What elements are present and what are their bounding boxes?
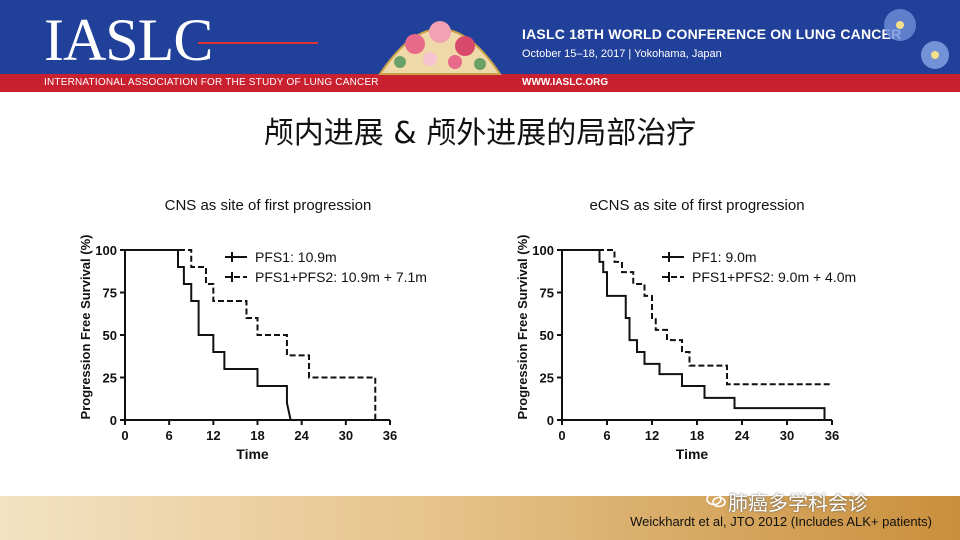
chart2-legend-1-label: PF1: 9.0m xyxy=(692,249,757,265)
chart2-x-tick-label: 12 xyxy=(645,428,659,443)
chart1-y-axis-label: Progression Free Survival (%) xyxy=(78,235,93,420)
conference-dates: October 15–18, 2017 | Yokohama, Japan xyxy=(522,48,722,60)
chart2-x-tick-label: 6 xyxy=(603,428,610,443)
chart1-x-axis-label: Time xyxy=(236,446,269,462)
footer-bar xyxy=(0,496,960,540)
chart2-y-axis-label: Progression Free Survival (%) xyxy=(515,235,530,420)
chart2-x-tick-label: 24 xyxy=(735,428,750,443)
chart1-y-tick-label: 0 xyxy=(110,413,117,428)
chart1-x-tick-label: 6 xyxy=(166,428,173,443)
km-charts: CNS as site of first progression 0 25 50 75 1… xyxy=(78,197,856,462)
chart1-title: CNS as site of first progression xyxy=(165,197,372,214)
conference-banner: IASLC IASLC 18TH WORLD CONFERENCE ON LUN… xyxy=(0,0,960,92)
association-name: INTERNATIONAL ASSOCIATION FOR THE STUDY … xyxy=(44,77,379,88)
watermark-text: 肺癌多学科会诊 xyxy=(728,491,868,515)
chart1-x-tick-label: 12 xyxy=(206,428,220,443)
conference-url: WWW.IASLC.ORG xyxy=(522,77,609,88)
iaslc-logo: IASLC xyxy=(44,7,213,73)
chart2-x-tick-label: 36 xyxy=(825,428,839,443)
chart1-x-tick-label: 36 xyxy=(383,428,397,443)
chart2-series-1-line xyxy=(562,249,826,420)
fan-flower-emblem xyxy=(378,21,502,75)
banner-red-strip xyxy=(0,74,960,92)
chart1-y-tick-label: 25 xyxy=(103,371,117,386)
chart2-y-tick-label: 0 xyxy=(547,413,554,428)
chart2-x-tick-label: 30 xyxy=(780,428,794,443)
chart2-y-tick-label: 75 xyxy=(540,286,554,301)
chart1-x-tick-label: 30 xyxy=(339,428,353,443)
chart1-y-tick-label: 50 xyxy=(103,328,117,343)
chart1-y-tick-label: 75 xyxy=(103,286,117,301)
chart1-legend-2-label: PFS1+PFS2: 10.9m + 7.1m xyxy=(255,269,427,285)
chart2-legend-2-label: PFS1+PFS2: 9.0m + 4.0m xyxy=(692,269,856,285)
chart2-x-tick-label: 0 xyxy=(558,428,565,443)
chart2-series-2-line xyxy=(562,249,832,386)
chart1-x-tick-label: 24 xyxy=(294,428,309,443)
chart1-series-1-line xyxy=(125,249,292,421)
chart1-series-2-line xyxy=(125,249,377,420)
chart2-y-tick-label: 25 xyxy=(540,371,554,386)
chart2-y-tick-label: 100 xyxy=(532,243,554,258)
corner-flowers xyxy=(884,9,949,69)
reference-citation: Weickhardt et al, JTO 2012 (Includes ALK… xyxy=(630,514,932,529)
slide-title: 颅内进展 & 颅外进展的局部治疗 xyxy=(263,116,697,151)
logo-ribbon xyxy=(198,42,318,44)
chart1-y-tick-label: 100 xyxy=(95,243,117,258)
wechat-icon xyxy=(706,492,726,508)
conference-title: IASLC 18TH WORLD CONFERENCE ON LUNG CANC… xyxy=(522,26,902,42)
chart2-x-axis-label: Time xyxy=(676,446,709,462)
chart1-legend-1-label: PFS1: 10.9m xyxy=(255,249,337,265)
chart1-x-tick-label: 18 xyxy=(250,428,264,443)
chart2-x-tick-label: 18 xyxy=(690,428,704,443)
chart2-title: eCNS as site of first progression xyxy=(589,197,804,214)
chart2-y-tick-label: 50 xyxy=(540,328,554,343)
chart1-x-tick-label: 0 xyxy=(121,428,128,443)
